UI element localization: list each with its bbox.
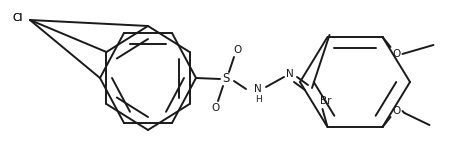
Text: N: N — [286, 69, 294, 79]
Text: Br: Br — [320, 96, 331, 106]
Text: O: O — [392, 49, 401, 59]
Text: O: O — [211, 103, 219, 113]
Text: O: O — [392, 106, 401, 116]
Text: S: S — [222, 73, 230, 85]
Text: H: H — [256, 95, 263, 104]
Text: Cl: Cl — [13, 13, 23, 23]
Text: O: O — [233, 45, 241, 55]
Text: N: N — [254, 84, 262, 94]
Text: Cl: Cl — [13, 13, 23, 23]
